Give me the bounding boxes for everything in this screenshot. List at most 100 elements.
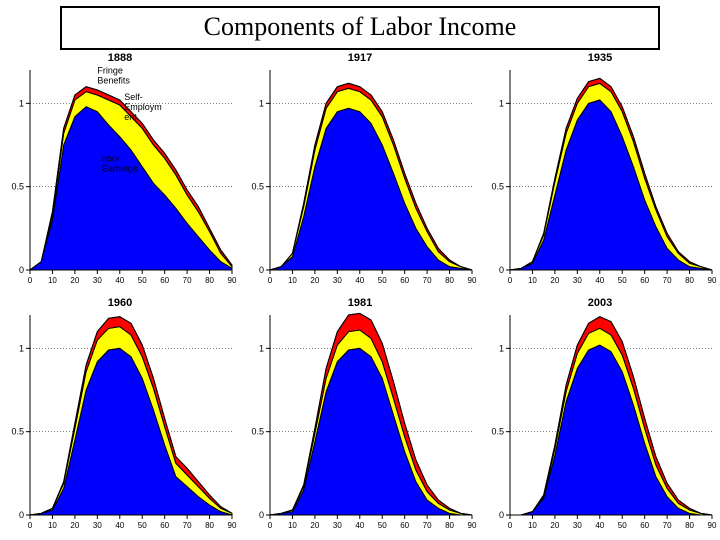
svg-text:40: 40 xyxy=(355,521,364,530)
svg-text:1: 1 xyxy=(259,343,264,353)
svg-text:1: 1 xyxy=(259,98,264,108)
svg-text:90: 90 xyxy=(468,276,477,285)
svg-text:80: 80 xyxy=(205,276,214,285)
svg-text:70: 70 xyxy=(423,276,432,285)
svg-text:1: 1 xyxy=(19,343,24,353)
svg-text:60: 60 xyxy=(400,276,409,285)
annotation-label: Self- xyxy=(124,92,143,102)
chart-svg: 0 10 20 30 40 50 60 70 80 90 0 0.5 1 xyxy=(240,295,480,540)
chart-grid: 1888010203040506070809000.51FringeBenefi… xyxy=(0,50,720,540)
svg-text:20: 20 xyxy=(70,276,79,285)
svg-text:50: 50 xyxy=(378,276,387,285)
svg-text:70: 70 xyxy=(183,521,192,530)
svg-text:0: 0 xyxy=(19,265,24,275)
svg-text:50: 50 xyxy=(138,276,147,285)
svg-text:70: 70 xyxy=(663,276,672,285)
svg-text:1: 1 xyxy=(19,98,24,108)
annotation-label: Employm xyxy=(124,102,162,112)
svg-text:70: 70 xyxy=(183,276,192,285)
svg-text:90: 90 xyxy=(468,521,477,530)
svg-text:40: 40 xyxy=(115,521,124,530)
svg-text:0: 0 xyxy=(19,510,24,520)
svg-text:40: 40 xyxy=(595,521,604,530)
panel-1935: 1935010203040506070809000.51 xyxy=(480,50,720,295)
svg-text:80: 80 xyxy=(205,521,214,530)
svg-text:20: 20 xyxy=(310,521,319,530)
svg-text:80: 80 xyxy=(685,276,694,285)
svg-text:0: 0 xyxy=(28,521,33,530)
svg-text:80: 80 xyxy=(685,521,694,530)
chart-svg: 0 10 20 30 40 50 60 70 80 90 0 0.5 1 xyxy=(0,295,240,540)
svg-text:0: 0 xyxy=(499,265,504,275)
svg-text:0: 0 xyxy=(268,521,273,530)
svg-text:60: 60 xyxy=(160,276,169,285)
svg-text:0.5: 0.5 xyxy=(11,182,24,192)
svg-text:30: 30 xyxy=(333,276,342,285)
panel-1960: 1960010203040506070809000.51 xyxy=(0,295,240,540)
svg-text:0.5: 0.5 xyxy=(11,427,24,437)
svg-text:40: 40 xyxy=(115,276,124,285)
annotation-label: nbor xyxy=(102,154,120,164)
svg-text:60: 60 xyxy=(400,521,409,530)
annotation-label: Fringe xyxy=(97,65,123,75)
svg-text:0: 0 xyxy=(259,510,264,520)
svg-text:0: 0 xyxy=(508,521,513,530)
svg-text:90: 90 xyxy=(228,521,237,530)
svg-text:50: 50 xyxy=(138,521,147,530)
svg-text:20: 20 xyxy=(310,276,319,285)
panel-1981: 1981010203040506070809000.51 xyxy=(240,295,480,540)
svg-text:80: 80 xyxy=(445,521,454,530)
svg-text:20: 20 xyxy=(550,521,559,530)
svg-text:40: 40 xyxy=(595,276,604,285)
chart-svg: 0 10 20 30 40 50 60 70 80 90 0 0.5 1 xyxy=(240,50,480,295)
svg-text:0: 0 xyxy=(28,276,33,285)
svg-text:0.5: 0.5 xyxy=(251,427,264,437)
svg-text:0: 0 xyxy=(259,265,264,275)
svg-text:50: 50 xyxy=(618,276,627,285)
svg-text:60: 60 xyxy=(160,521,169,530)
svg-text:10: 10 xyxy=(288,276,297,285)
svg-text:0.5: 0.5 xyxy=(491,182,504,192)
svg-text:20: 20 xyxy=(70,521,79,530)
chart-svg: 010203040506070809000.51 xyxy=(480,50,720,295)
svg-text:70: 70 xyxy=(423,521,432,530)
svg-text:60: 60 xyxy=(640,276,649,285)
svg-text:1: 1 xyxy=(499,98,504,108)
svg-text:70: 70 xyxy=(663,521,672,530)
panel-1888: 1888010203040506070809000.51FringeBenefi… xyxy=(0,50,240,295)
svg-text:40: 40 xyxy=(355,276,364,285)
svg-text:0.5: 0.5 xyxy=(251,182,264,192)
svg-text:90: 90 xyxy=(708,521,717,530)
panel-1917: 1917010203040506070809000.51 xyxy=(240,50,480,295)
svg-text:0: 0 xyxy=(268,276,273,285)
svg-text:10: 10 xyxy=(288,521,297,530)
svg-text:30: 30 xyxy=(93,521,102,530)
svg-text:80: 80 xyxy=(445,276,454,285)
annotation-label: Benefits xyxy=(97,75,130,85)
panel-2003: 2003010203040506070809000.51 xyxy=(480,295,720,540)
series-labor-earnings xyxy=(510,345,712,515)
svg-text:0: 0 xyxy=(499,510,504,520)
svg-text:30: 30 xyxy=(573,521,582,530)
chart-svg: 0 10 20 30 40 50 60 70 80 90 0 0.5 1 xyxy=(480,295,720,540)
series-labor-earnings xyxy=(270,108,472,270)
svg-text:90: 90 xyxy=(708,276,717,285)
svg-text:0: 0 xyxy=(508,276,513,285)
svg-text:10: 10 xyxy=(528,521,537,530)
svg-text:30: 30 xyxy=(573,276,582,285)
svg-text:20: 20 xyxy=(550,276,559,285)
svg-text:0.5: 0.5 xyxy=(491,427,504,437)
svg-text:30: 30 xyxy=(333,521,342,530)
svg-text:10: 10 xyxy=(48,276,57,285)
svg-text:60: 60 xyxy=(640,521,649,530)
svg-text:50: 50 xyxy=(378,521,387,530)
svg-text:90: 90 xyxy=(228,276,237,285)
annotation-label: Earnings xyxy=(102,164,138,174)
title-box: Components of Labor Income xyxy=(60,6,660,50)
chart-svg: 0 10 20 30 40 50 60 70 80 90 0 0.5 1 FringeBenefits Se… xyxy=(0,50,240,295)
svg-text:50: 50 xyxy=(618,521,627,530)
svg-text:1: 1 xyxy=(499,343,504,353)
annotation-label: ent xyxy=(124,112,137,122)
svg-text:10: 10 xyxy=(48,521,57,530)
svg-text:30: 30 xyxy=(93,276,102,285)
